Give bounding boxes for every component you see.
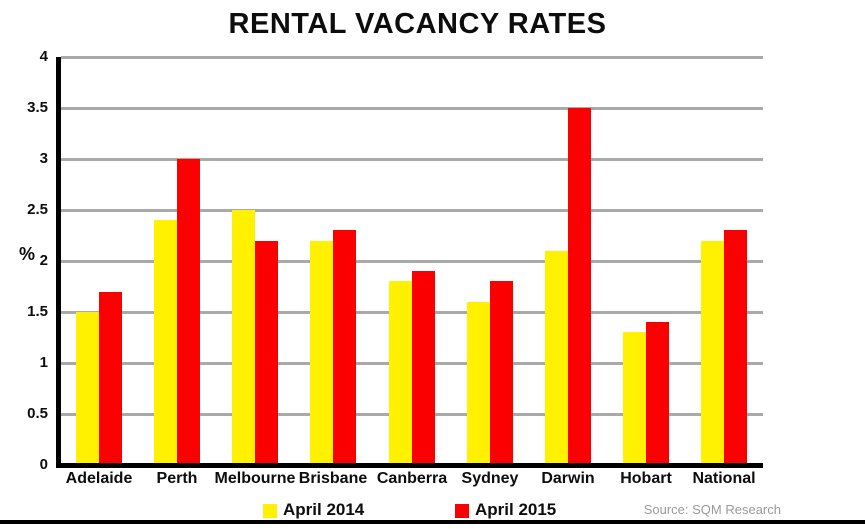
bar-april-2014-brisbane (310, 241, 333, 463)
x-axis-label-brisbane: Brisbane (298, 470, 368, 487)
bar-april-2015-national (724, 230, 747, 463)
x-axis-label-canberra: Canberra (376, 470, 448, 487)
y-axis-line (56, 57, 61, 468)
x-axis-line (56, 463, 763, 468)
legend-swatch-april-2014 (263, 504, 277, 518)
x-axis-label-darwin: Darwin (541, 470, 595, 487)
bar-april-2015-canberra (412, 271, 435, 463)
bar-april-2014-melbourne (232, 210, 255, 463)
x-axis-label-sydney: Sydney (461, 470, 519, 487)
y-axis-label-0: 0 (39, 456, 48, 473)
y-axis-label-3.5: 3.5 (27, 99, 48, 116)
gridline-4 (61, 56, 763, 59)
y-axis-label-2: 2 (39, 252, 48, 269)
bar-april-2015-adelaide (99, 292, 122, 463)
gridline-3 (61, 158, 763, 161)
y-axis-label-3: 3 (39, 150, 48, 167)
y-axis-label-0.5: 0.5 (27, 405, 48, 422)
x-axis-label-melbourne: Melbourne (214, 470, 296, 487)
gridline-2.5 (61, 209, 763, 212)
x-axis-label-national: National (692, 470, 756, 487)
y-axis-label-1: 1 (39, 354, 48, 371)
legend-label-april-2014: April 2014 (283, 500, 365, 519)
y-axis-label-2.5: 2.5 (27, 201, 48, 218)
y-axis-label-4: 4 (39, 48, 48, 65)
bar-april-2014-national (701, 241, 724, 463)
bar-april-2015-hobart (646, 322, 669, 463)
x-axis-label-hobart: Hobart (620, 470, 672, 487)
x-axis-label-perth: Perth (156, 470, 198, 487)
bar-april-2015-sydney (490, 281, 513, 463)
bar-april-2014-hobart (623, 332, 646, 463)
bar-april-2014-sydney (467, 302, 490, 463)
source-note: Source: SQM Research (643, 502, 781, 517)
gridline-2 (61, 260, 763, 263)
bar-april-2015-brisbane (333, 230, 356, 463)
chart-title: RENTAL VACANCY RATES (228, 8, 607, 40)
y-axis-label-1.5: 1.5 (27, 303, 48, 320)
legend-label-april-2015: April 2015 (475, 500, 557, 519)
bar-april-2014-adelaide (76, 312, 99, 463)
legend-swatch-april-2015 (455, 504, 469, 518)
bar-april-2014-canberra (389, 281, 412, 463)
bar-april-2014-perth (154, 220, 177, 463)
bar-april-2015-darwin (568, 108, 591, 463)
y-axis-unit-label: % (18, 244, 35, 264)
gridline-3.5 (61, 107, 763, 110)
bar-april-2015-perth (177, 159, 200, 463)
x-axis-label-adelaide: Adelaide (65, 470, 133, 487)
bottom-rule (0, 520, 865, 524)
bar-april-2015-melbourne (255, 241, 278, 463)
bar-april-2014-darwin (545, 251, 568, 463)
